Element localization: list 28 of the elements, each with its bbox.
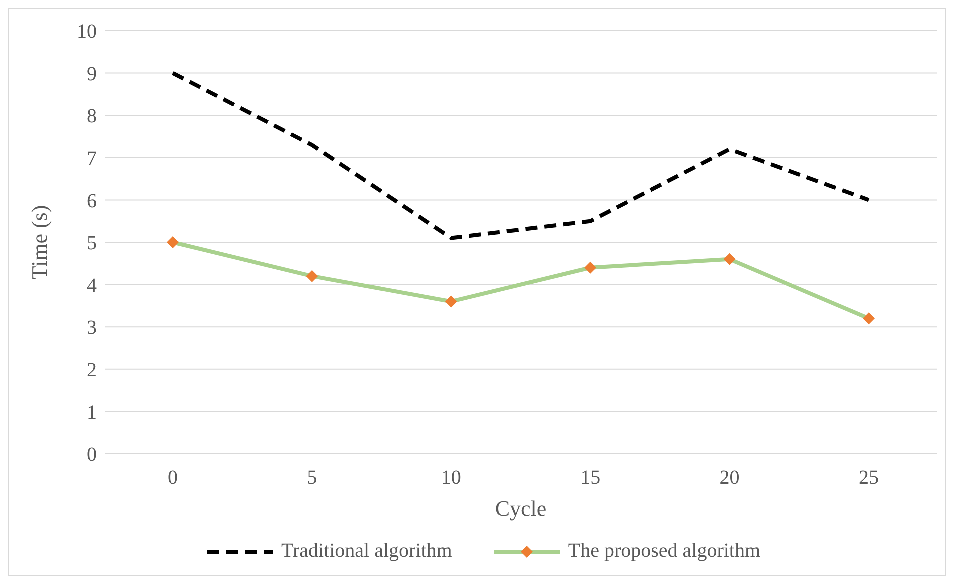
- y-tick-label: 5: [87, 232, 97, 255]
- legend-label: Traditional algorithm: [281, 540, 452, 563]
- point: [863, 312, 875, 325]
- x-axis-title: Cycle: [495, 496, 547, 521]
- legend-label: The proposed algorithm: [568, 540, 761, 563]
- point: [445, 296, 458, 308]
- point: [724, 253, 736, 266]
- y-tick-label: 8: [87, 106, 97, 128]
- y-tick-label: 0: [87, 444, 97, 466]
- point: [584, 262, 597, 274]
- y-tick-label: 9: [87, 63, 97, 86]
- x-tick-label: 5: [307, 467, 318, 490]
- y-axis-title: Time (s): [26, 205, 52, 280]
- x-tick-label: 0: [168, 467, 178, 490]
- x-tick-label: 15: [580, 467, 601, 490]
- x-tick-label: 25: [859, 467, 879, 490]
- point: [306, 270, 318, 282]
- line-series: [171, 71, 871, 240]
- y-tick-label: 4: [87, 274, 97, 297]
- y-tick-label: 2: [87, 360, 97, 382]
- point: [167, 236, 179, 248]
- y-tick-label: 6: [87, 190, 97, 212]
- y-tick-label: 1: [87, 402, 97, 424]
- x-tick-label: 20: [720, 467, 740, 490]
- y-tick-label: 10: [77, 21, 97, 44]
- y-tick-label: 7: [87, 148, 97, 170]
- y-tick-label: 3: [87, 317, 97, 340]
- x-tick-label: 10: [441, 467, 462, 490]
